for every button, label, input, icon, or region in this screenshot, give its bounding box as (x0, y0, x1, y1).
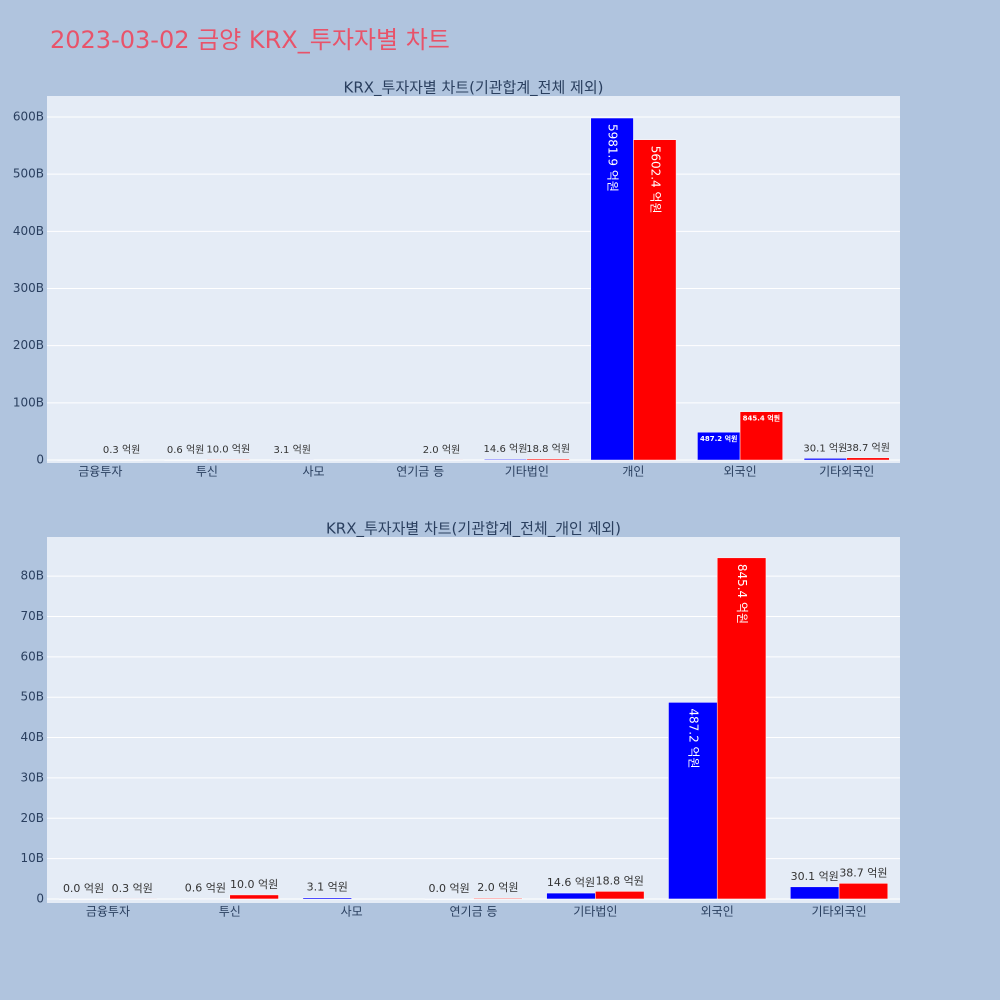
x-tick-label: 개인 (622, 465, 644, 479)
data-label: 487.2 억원 (700, 434, 737, 443)
bar (790, 886, 840, 900)
bar (180, 898, 231, 900)
bar (100, 459, 144, 461)
data-label: 2.0 억원 (423, 444, 460, 456)
data-label: 845.4 억원 (735, 564, 749, 624)
y-tick-label: 60B (20, 649, 44, 663)
bar (739, 411, 783, 461)
y-tick-label: 20B (20, 811, 44, 825)
x-tick-label: 금융투자 (78, 465, 122, 479)
x-tick-label: 금융투자 (86, 905, 130, 919)
bar (58, 898, 109, 900)
bar (846, 457, 890, 461)
x-tick-label: 기타외국인 (819, 465, 874, 479)
data-label: 0.3 억원 (103, 444, 140, 456)
data-label: 30.1 억원 (791, 870, 839, 883)
bar (697, 431, 741, 461)
chart-title: KRX_투자자별 차트(기관합계_전체 제외) (344, 79, 604, 98)
data-label: 0.0 억원 (429, 882, 470, 895)
data-label: 30.1 억원 (803, 442, 847, 454)
y-tick-label: 500B (13, 167, 44, 181)
bar (229, 894, 279, 900)
data-label: 0.6 억원 (167, 444, 204, 456)
bar (57, 459, 101, 461)
bar (164, 459, 208, 461)
data-label: 845.4 억원 (743, 414, 780, 423)
bar (419, 459, 464, 461)
bar (546, 892, 596, 900)
plot-area (47, 96, 900, 463)
plot-area (47, 537, 900, 903)
x-tick-label: 사모 (341, 905, 363, 919)
bar (206, 459, 250, 461)
data-label: 18.8 억원 (596, 874, 644, 887)
y-tick-label: 40B (20, 730, 44, 744)
x-tick-label: 연기금 등 (450, 905, 498, 919)
bar (595, 891, 645, 900)
y-tick-label: 10B (20, 851, 44, 865)
data-label: 10.0 억원 (206, 443, 250, 455)
x-tick-label: 기타외국인 (811, 905, 866, 919)
bar (526, 458, 570, 461)
page-title: 2023-03-02 금양 KRX_투자자별 차트 (50, 26, 450, 54)
y-tick-label: 0 (36, 891, 44, 905)
x-tick-label: 투신 (219, 905, 241, 919)
bar (424, 898, 474, 900)
bar (483, 458, 528, 461)
data-label: 487.2 억원 (686, 708, 700, 768)
bar (473, 897, 523, 900)
y-tick-label: 30B (20, 770, 44, 784)
x-tick-label: 사모 (303, 465, 325, 479)
data-label: 18.8 억원 (526, 443, 570, 455)
data-label: 10.0 억원 (230, 878, 278, 891)
bar (270, 459, 314, 461)
y-tick-label: 200B (13, 338, 44, 352)
data-label: 0.6 억원 (185, 882, 226, 895)
data-label: 3.1 억원 (307, 881, 348, 894)
x-tick-label: 투신 (196, 465, 218, 479)
y-tick-label: 300B (13, 281, 44, 295)
data-label: 5602.4 억원 (648, 146, 662, 214)
data-label: 38.7 억원 (839, 866, 887, 879)
x-tick-label: 외국인 (701, 905, 734, 919)
y-tick-label: 600B (13, 109, 44, 123)
data-label: 14.6 억원 (484, 443, 528, 455)
bar (633, 139, 677, 461)
y-tick-label: 50B (20, 690, 44, 704)
y-tick-label: 400B (13, 224, 44, 238)
bar (590, 117, 634, 461)
x-tick-label: 연기금 등 (396, 465, 444, 479)
data-label: 0.0 억원 (63, 882, 104, 895)
x-tick-label: 기타법인 (505, 465, 549, 479)
y-tick-label: 80B (20, 569, 44, 583)
x-tick-label: 기타법인 (573, 905, 617, 919)
bar (377, 459, 421, 461)
data-label: 0.3 억원 (112, 882, 153, 895)
data-label: 3.1 억원 (273, 444, 310, 456)
bar (716, 557, 767, 900)
bar (838, 883, 889, 900)
y-tick-label: 70B (20, 609, 44, 623)
data-label: 38.7 억원 (846, 442, 890, 454)
x-tick-label: 외국인 (724, 465, 757, 479)
y-tick-label: 0 (36, 453, 44, 467)
chart-title: KRX_투자자별 차트(기관합계_전체_개인 제외) (326, 520, 621, 539)
data-label: 5981.9 억원 (606, 124, 620, 192)
bar (668, 702, 718, 900)
bar (803, 458, 847, 461)
data-label: 2.0 억원 (477, 881, 518, 894)
y-tick-label: 100B (13, 395, 44, 409)
data-label: 14.6 억원 (547, 876, 595, 889)
bar (302, 897, 352, 900)
bar (107, 898, 157, 900)
